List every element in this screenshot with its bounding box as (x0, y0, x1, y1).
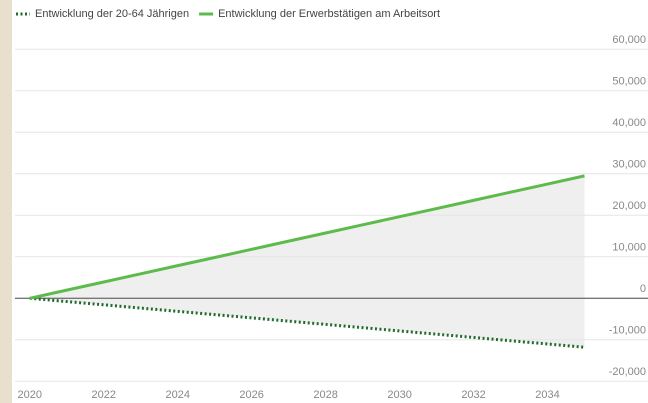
x-tick-label: 2030 (387, 389, 411, 401)
legend-label: Entwicklung der Erwerbstätigen am Arbeit… (218, 8, 440, 20)
y-tick-label: 30,000 (612, 159, 646, 171)
y-tick-label: 20,000 (612, 200, 646, 212)
y-tick-label: 60,000 (612, 34, 646, 46)
x-tick-label: 2020 (18, 389, 42, 401)
x-tick-label: 2022 (92, 389, 116, 401)
y-tick-label: 50,000 (612, 76, 646, 88)
x-tick-label: 2032 (461, 389, 485, 401)
x-tick-label: 2026 (239, 389, 263, 401)
y-tick-label: -10,000 (609, 325, 646, 337)
y-tick-label: 0 (640, 283, 646, 295)
series-line (29, 174, 585, 300)
y-tick-label: 10,000 (612, 242, 646, 254)
series-line (29, 296, 585, 349)
area-between (29, 175, 585, 348)
y-tick-label: -20,000 (609, 366, 646, 378)
chart: 60,000 50,000 40,000 30,000 20,000 10,000 0 -10… (12, 0, 648, 403)
x-tick-label: 2028 (313, 389, 337, 401)
y-tick-label: 40,000 (612, 117, 646, 129)
legend-label: Entwicklung der 20-64 Jährigen (35, 8, 189, 20)
x-tick-label: 2024 (165, 389, 189, 401)
x-tick-label: 2034 (535, 389, 559, 401)
